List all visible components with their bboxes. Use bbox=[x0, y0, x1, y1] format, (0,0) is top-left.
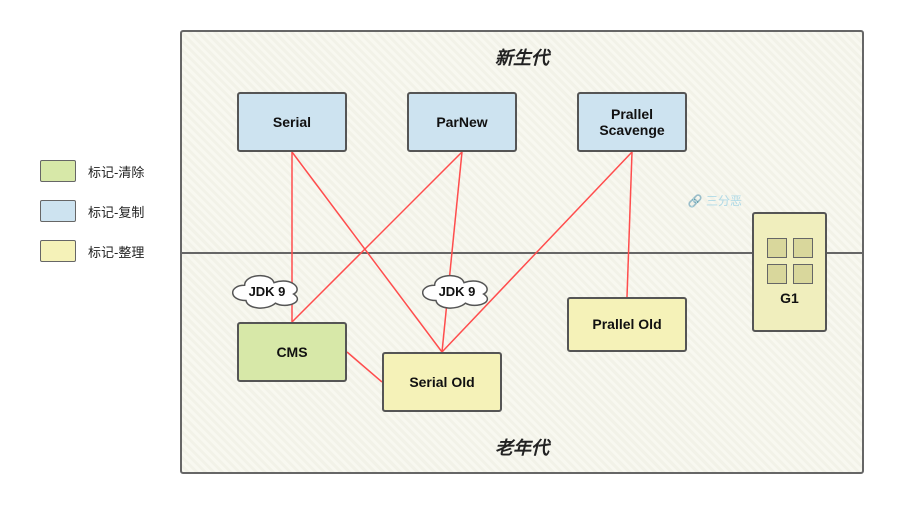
node-g1: G1 bbox=[752, 212, 827, 332]
section-title-old: 老年代 bbox=[182, 434, 862, 460]
node-cms: CMS bbox=[237, 322, 347, 382]
node-serial: Serial bbox=[237, 92, 347, 152]
cloud-jdk9_right: JDK 9 bbox=[422, 272, 492, 310]
legend-label-compact: 标记-整理 bbox=[88, 242, 144, 261]
node-label-g1: G1 bbox=[780, 290, 799, 306]
g1-square-icon bbox=[793, 264, 813, 284]
g1-square-icon bbox=[793, 238, 813, 258]
g1-square-icon bbox=[767, 238, 787, 258]
g1-inner-grid bbox=[767, 238, 813, 284]
node-parnew: ParNew bbox=[407, 92, 517, 152]
cloud-label: JDK 9 bbox=[422, 272, 492, 310]
watermark: 🔗 三分恶 bbox=[688, 192, 742, 209]
legend-item-compact: 标记-整理 bbox=[40, 240, 144, 262]
edge-parscavenge-parallelold bbox=[627, 152, 632, 297]
cloud-jdk9_left: JDK 9 bbox=[232, 272, 302, 310]
cloud-label: JDK 9 bbox=[232, 272, 302, 310]
g1-square-icon bbox=[767, 264, 787, 284]
diagram-frame: 新生代 老年代 Serial ParNew PrallelScavenge CMS Se… bbox=[180, 30, 864, 474]
legend-label-sweep: 标记-清除 bbox=[88, 162, 144, 181]
legend-item-sweep: 标记-清除 bbox=[40, 160, 144, 182]
legend-label-copy: 标记-复制 bbox=[88, 202, 144, 221]
legend-item-copy: 标记-复制 bbox=[40, 200, 144, 222]
legend: 标记-清除 标记-复制 标记-整理 bbox=[40, 160, 144, 280]
legend-swatch-sweep bbox=[40, 160, 76, 182]
node-parscavenge: PrallelScavenge bbox=[577, 92, 687, 152]
edge-cms-serialold bbox=[347, 352, 382, 382]
node-serialold: Serial Old bbox=[382, 352, 502, 412]
section-title-young: 新生代 bbox=[182, 44, 862, 70]
node-parallelold: Prallel Old bbox=[567, 297, 687, 352]
legend-swatch-copy bbox=[40, 200, 76, 222]
legend-swatch-compact bbox=[40, 240, 76, 262]
